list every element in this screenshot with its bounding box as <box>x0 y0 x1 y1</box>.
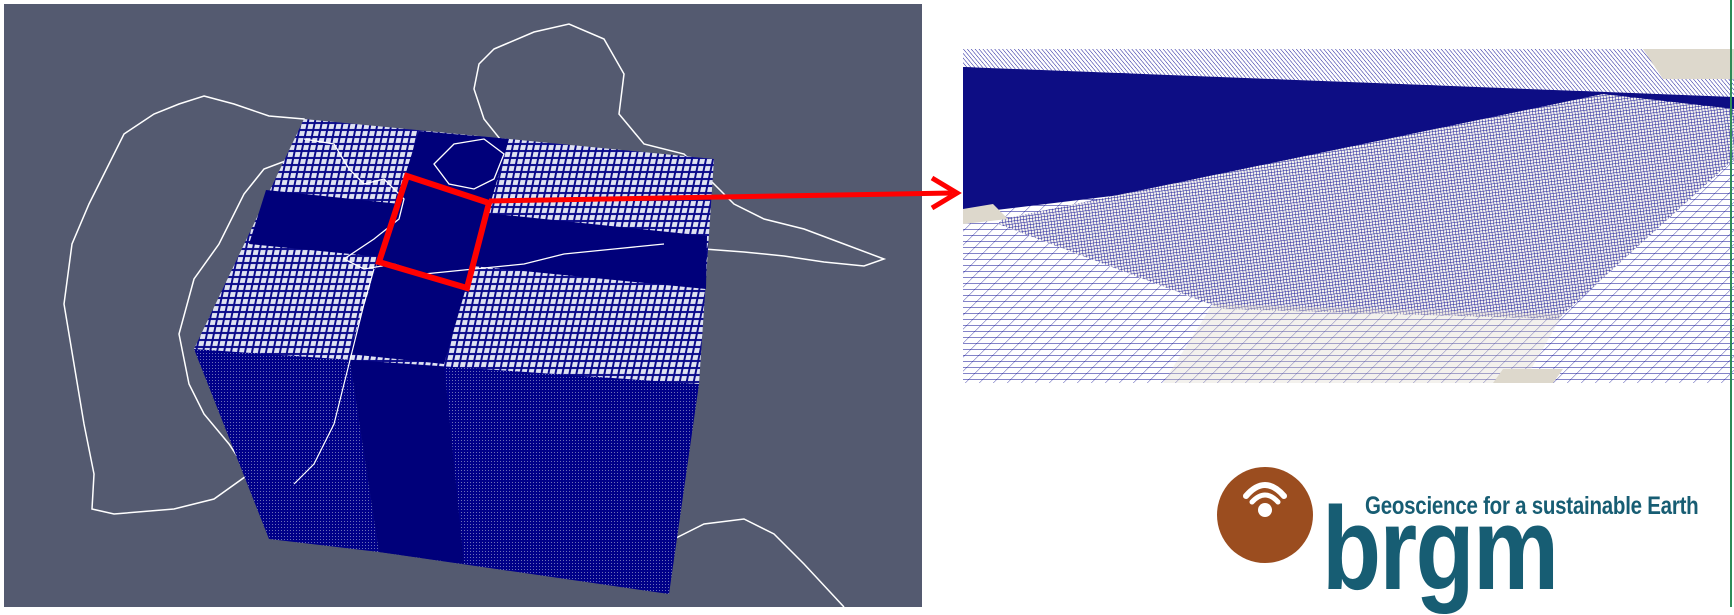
right-edge-line <box>1730 0 1732 607</box>
mesh-detail-fine-region <box>998 94 1734 319</box>
mesh-detail-view[interactable] <box>963 49 1734 383</box>
coastline-on-mesh <box>303 138 665 275</box>
mesh-detail-beige-edge-left <box>963 204 1008 224</box>
brgm-logo: Geoscience for a sustainable Earth brgm <box>1216 462 1734 615</box>
mesh-detail-far-band <box>963 49 1734 97</box>
logo-wordmark: brgm <box>1322 483 1559 615</box>
brgm-logo-icon <box>1217 467 1313 563</box>
mesh-detail-canvas <box>963 49 1734 383</box>
zoom-region-box[interactable] <box>375 172 493 292</box>
coastline-on-mesh-3 <box>293 268 375 485</box>
mesh-detail-beige-edge-bottom <box>1163 304 1563 383</box>
mesh-refined-strip-side <box>349 354 464 564</box>
mesh-detail-dense-band <box>963 67 1734 214</box>
mesh-3d-canvas <box>63 23 887 607</box>
coastline-outline-south <box>663 518 845 607</box>
mesh-detail-beige-bottom-right <box>1493 369 1563 383</box>
zoom-arrow-head <box>930 175 962 211</box>
mesh-block-west-face <box>194 349 379 552</box>
mesh-detail-beige-corner <box>1643 49 1734 79</box>
logo-tagline: Geoscience for a sustainable Earth <box>1365 492 1699 520</box>
coastline-on-mesh-2 <box>433 138 505 190</box>
mesh-3d-view[interactable] <box>4 4 922 607</box>
